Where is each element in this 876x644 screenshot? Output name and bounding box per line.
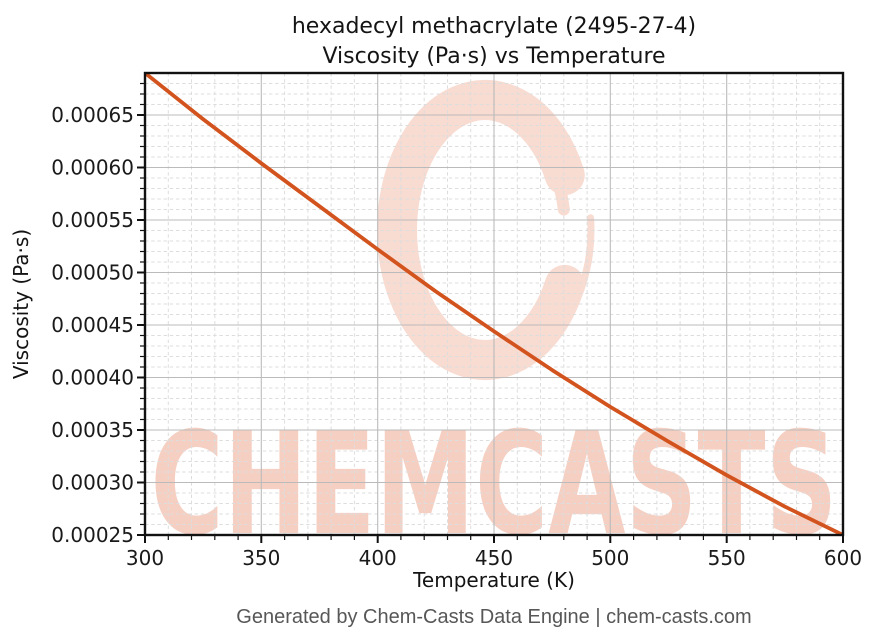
svg-text:0.00060: 0.00060 — [51, 156, 134, 180]
footer-credit: Generated by Chem-Casts Data Engine | ch… — [236, 606, 752, 628]
axes-spines — [143, 71, 845, 537]
svg-text:500: 500 — [591, 546, 629, 570]
y-tick-labels: 0.00025 0.00030 0.00035 0.00040 0.00045 0.000… — [51, 103, 134, 547]
svg-text:0.00065: 0.00065 — [51, 103, 134, 127]
svg-text:600: 600 — [824, 546, 862, 570]
svg-text:350: 350 — [242, 546, 280, 570]
chart-title-line1: hexadecyl methacrylate (2495-27-4) — [291, 14, 697, 39]
x-axis-label: Temperature (K) — [413, 568, 575, 592]
svg-text:0.00030: 0.00030 — [51, 471, 134, 495]
svg-text:400: 400 — [359, 546, 397, 570]
chart-title-line2: Viscosity (Pa·s) vs Temperature — [322, 44, 666, 69]
svg-text:0.00055: 0.00055 — [51, 208, 134, 232]
axis-ticks — [137, 82, 844, 543]
svg-text:0.00035: 0.00035 — [51, 418, 134, 442]
svg-text:300: 300 — [126, 546, 164, 570]
viscosity-curve — [145, 73, 843, 535]
x-tick-labels: 300 350 400 450 500 550 600 — [126, 546, 862, 570]
svg-text:450: 450 — [475, 546, 513, 570]
svg-text:0.00025: 0.00025 — [51, 523, 134, 547]
svg-text:0.00045: 0.00045 — [51, 313, 134, 337]
y-axis-label: Viscosity (Pa·s) — [9, 228, 33, 380]
svg-text:0.00050: 0.00050 — [51, 261, 134, 285]
svg-text:0.00040: 0.00040 — [51, 366, 134, 390]
svg-text:550: 550 — [708, 546, 746, 570]
chart-title: hexadecyl methacrylate (2495-27-4) Visco… — [145, 12, 843, 72]
